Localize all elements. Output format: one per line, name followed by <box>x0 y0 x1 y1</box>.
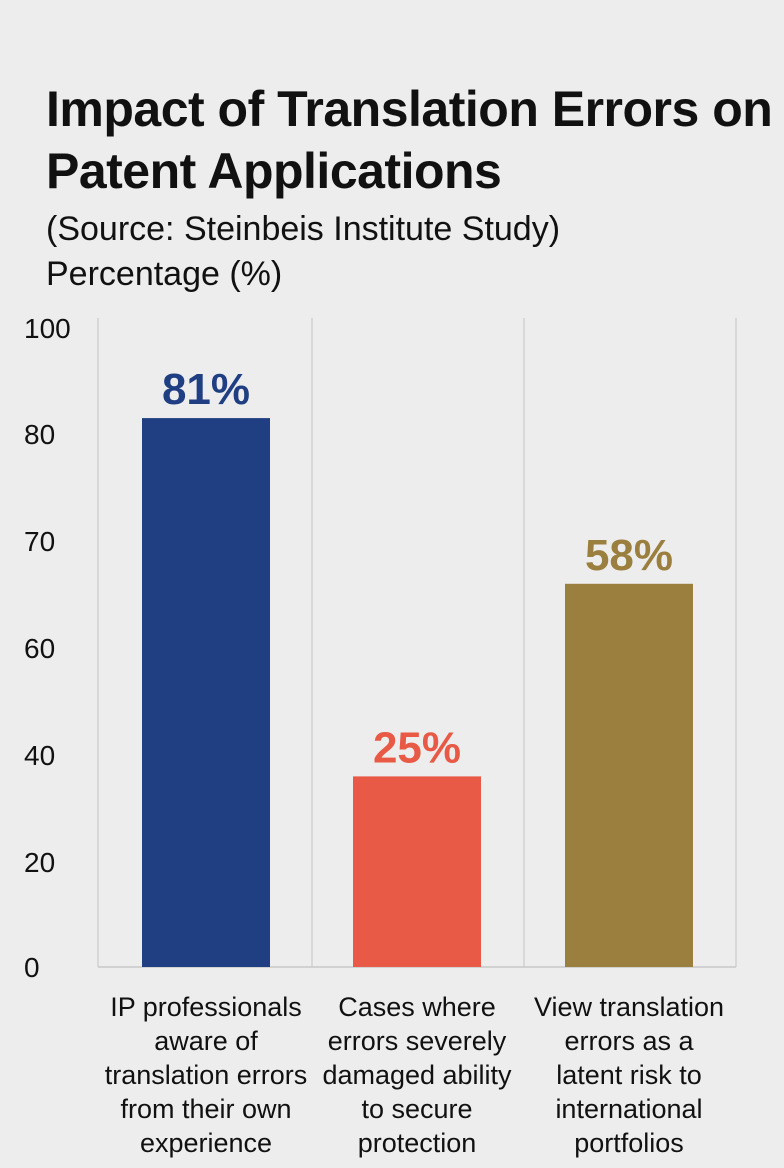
y-tick-40: 40 <box>24 740 55 771</box>
bar-1 <box>142 418 270 968</box>
y-axis-label: Percentage (%) <box>46 255 283 293</box>
y-tick-70: 70 <box>24 526 55 557</box>
bar-3 <box>565 583 693 967</box>
chart-subtitle: (Source: Steinbeis Institute Study) <box>46 210 561 248</box>
bar-2 <box>353 776 481 967</box>
data-label-3: 58% <box>585 531 673 580</box>
y-tick-80: 80 <box>24 419 55 450</box>
category-label-1: IP professionals aware of translation er… <box>104 992 308 1158</box>
category-label-3: View translation errors as a latent risk… <box>533 992 725 1158</box>
data-label-2: 25% <box>373 723 461 772</box>
data-label-1: 81% <box>162 365 250 414</box>
chart-title: Impact of Translation Errors on Patent A… <box>46 81 773 199</box>
y-tick-60: 60 <box>24 633 55 664</box>
y-tick-0: 0 <box>24 952 40 983</box>
category-label-2: Cases where errors severely damaged abil… <box>322 992 512 1158</box>
y-tick-100: 100 <box>24 313 71 344</box>
y-tick-20: 20 <box>24 847 55 878</box>
